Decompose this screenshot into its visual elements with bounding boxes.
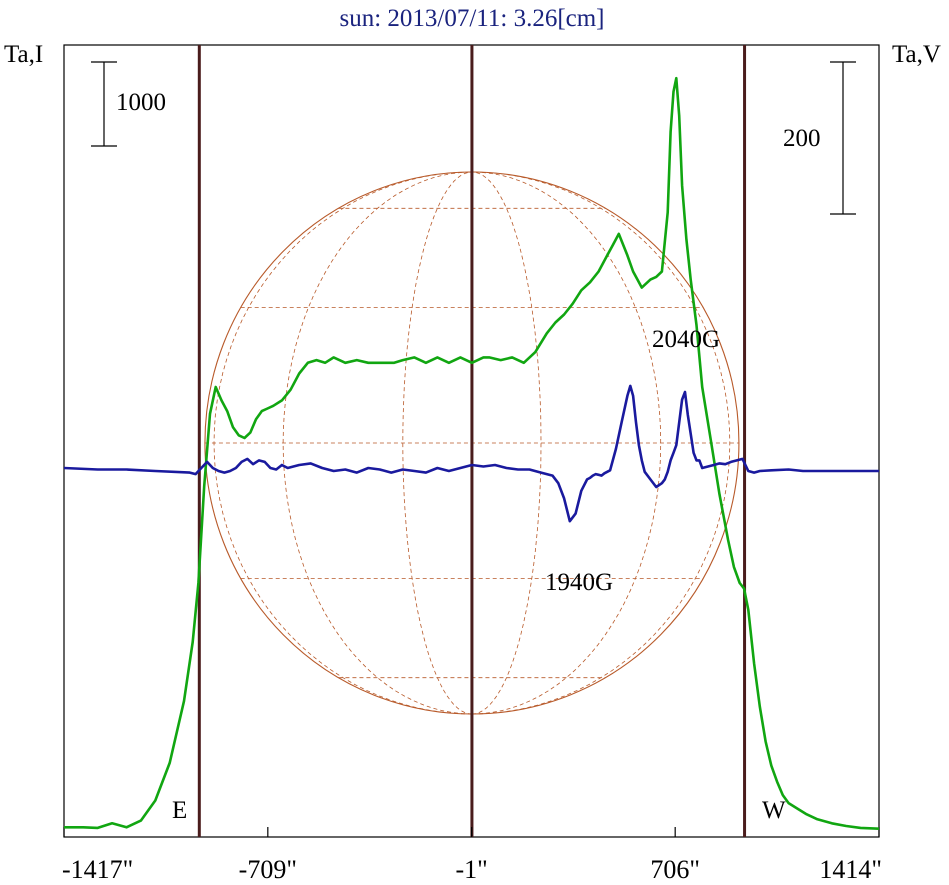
limb-lines [197, 45, 747, 837]
x-axis: -1417" -709" -1" 706" 1414" [62, 827, 882, 884]
meridian-line [402, 171, 472, 715]
x-tick-label: 706" [650, 855, 700, 884]
y-label-right: Ta,V [892, 41, 941, 68]
meridian-line [471, 171, 542, 715]
scale-bar-right-label: 200 [783, 125, 821, 152]
meridian-line [471, 171, 731, 715]
chart-title: sun: 2013/07/11: 3.26[cm] [339, 5, 604, 32]
series-line-I [64, 76, 880, 830]
meridian-line [213, 171, 472, 715]
series-line-V [63, 384, 879, 523]
x-tick-label: 1414" [819, 855, 882, 884]
series-group [63, 76, 880, 830]
scale-bar-left: 1000 [91, 61, 166, 147]
scale-bar-left-label: 1000 [116, 89, 166, 116]
x-tick-label: -1417" [62, 855, 133, 884]
scale-bar-right: 200 [783, 61, 856, 215]
x-tick-label: -709" [239, 855, 297, 884]
annotation-label: E [172, 797, 187, 824]
meridian-line [471, 171, 662, 715]
annotations: 2040G 1940G E W [172, 326, 786, 824]
meridian-line [282, 171, 472, 715]
annotation-label: W [762, 797, 786, 824]
x-tick-label: -1" [456, 855, 488, 884]
annotation-label: 2040G [652, 326, 720, 353]
y-label-left: Ta,I [4, 41, 43, 68]
annotation-label: 1940G [545, 569, 613, 596]
